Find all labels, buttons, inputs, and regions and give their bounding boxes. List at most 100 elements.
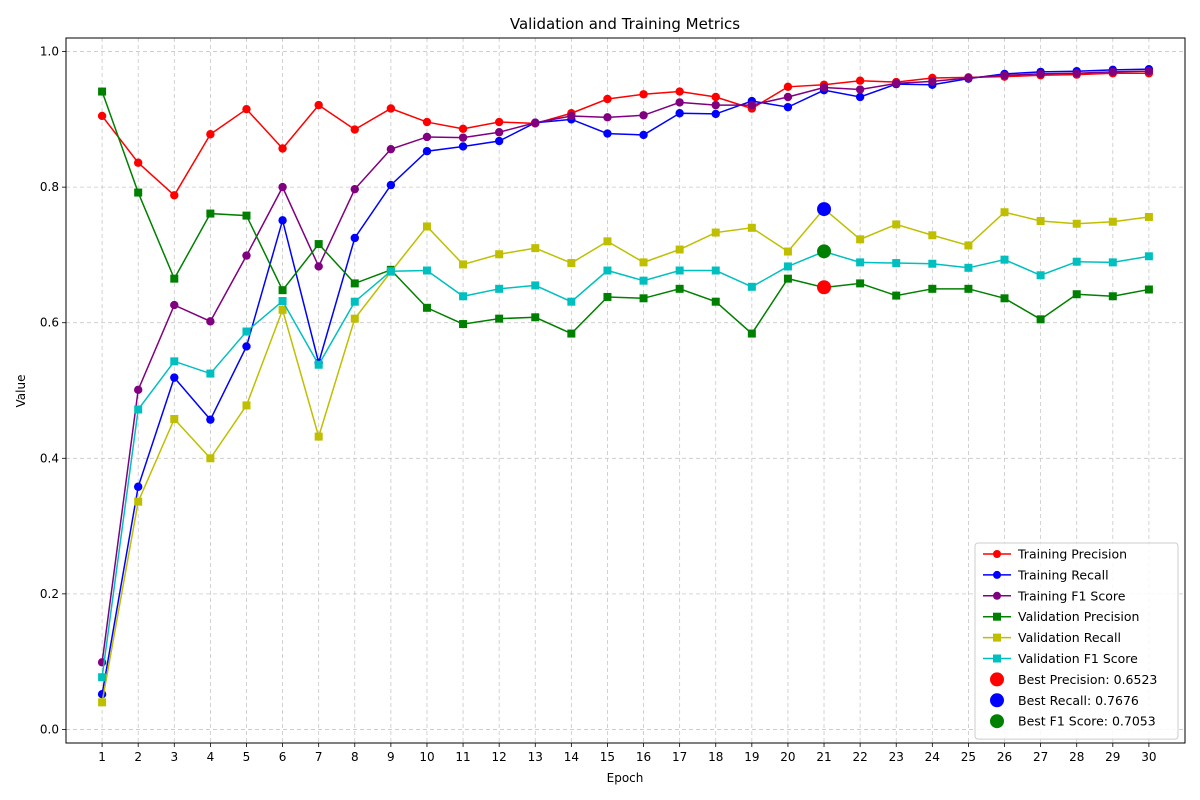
training-recall-point: [675, 109, 684, 118]
x-tick-label: 4: [207, 750, 215, 764]
validation-recall-point: [675, 245, 684, 254]
validation-f1-score-point: [675, 266, 684, 275]
axes: 1 2 3 4 5 6 7 8 9 10 11 12 13 14 15 16 17 18 19 20 21 22 23 24 2…: [40, 45, 1157, 764]
x-tick-label: 19: [744, 750, 759, 764]
legend-marker: [993, 570, 1001, 579]
validation-f1-score-point: [170, 357, 179, 366]
validation-recall-series: [98, 204, 1153, 707]
training-f1-score-point: [964, 73, 973, 83]
validation-precision-point: [350, 279, 359, 288]
validation-f1-score-point: [531, 281, 540, 290]
x-tick-label: 28: [1069, 750, 1084, 764]
validation-f1-score-point: [928, 259, 937, 268]
validation-f1-score-point: [242, 327, 251, 336]
validation-f1-score-point: [711, 266, 720, 275]
training-f1-score-point: [170, 300, 179, 310]
x-tick-label: 2: [134, 750, 142, 764]
x-tick-label: 21: [816, 750, 831, 764]
validation-recall-point: [170, 414, 179, 423]
validation-precision-point: [459, 320, 468, 329]
validation-precision-point: [170, 274, 179, 283]
training-recall-point: [711, 109, 720, 119]
training-recall-point: [386, 180, 396, 190]
validation-recall-line: [101, 207, 1150, 703]
training-precision-point: [206, 130, 215, 139]
training-recall-point: [422, 147, 432, 156]
validation-precision-point: [603, 292, 612, 301]
x-tick-label: 11: [455, 750, 470, 764]
validation-precision-point: [98, 87, 107, 96]
legend-label: Best Recall: 0.7676: [1018, 693, 1139, 708]
validation-f1-score-point: [1000, 255, 1009, 264]
validation-recall-point: [134, 497, 143, 506]
training-f1-score-point: [422, 132, 432, 142]
training-recall-point: [133, 482, 143, 491]
x-tick-label: 22: [852, 750, 867, 764]
training-f1-score-point: [603, 113, 612, 122]
validation-recall-point: [928, 231, 937, 240]
validation-f1-score-series: [98, 247, 1153, 682]
validation-f1-score-point: [856, 258, 865, 267]
validation-precision-point: [531, 313, 540, 322]
training-f1-score-point: [855, 85, 865, 94]
training-f1-score-point: [1144, 67, 1154, 76]
legend-marker: [993, 591, 1001, 600]
validation-recall-point: [856, 235, 865, 244]
validation-f1-score-point: [603, 266, 612, 275]
training-recall-point: [278, 216, 287, 225]
training-f1-score-point: [675, 98, 684, 107]
training-precision-point: [314, 100, 323, 110]
legend-marker: [990, 714, 1004, 729]
training-precision-point: [170, 191, 179, 200]
validation-precision-point: [928, 284, 937, 293]
legend: Training Precision Training Recall Trainin…: [974, 542, 1179, 740]
training-f1-score-line: [101, 70, 1149, 663]
legend-label: Training F1 Score: [1017, 588, 1126, 603]
x-tick-label: 5: [243, 750, 251, 764]
training-precision-point: [350, 125, 359, 134]
validation-precision-point: [242, 211, 251, 220]
validation-f1-score-point: [1144, 252, 1153, 261]
x-tick-label: 29: [1105, 750, 1120, 764]
validation-precision-point: [495, 314, 504, 323]
validation-recall-point: [206, 454, 215, 463]
x-tick-label: 25: [961, 750, 976, 764]
legend-label: Validation Precision: [1018, 609, 1139, 624]
x-tick-label: 16: [636, 750, 651, 764]
validation-f1-score-point: [892, 259, 901, 268]
validation-f1-score-point: [422, 266, 431, 275]
validation-precision-point: [422, 303, 431, 312]
validation-recall-point: [422, 222, 431, 231]
legend-entry: Training F1 Score: [983, 588, 1126, 603]
series-layer: [97, 64, 1154, 707]
validation-recall-point: [242, 401, 251, 410]
training-recall-point: [350, 233, 359, 243]
legend-entry: Best Recall: 0.7676: [990, 693, 1139, 708]
validation-precision-point: [711, 297, 720, 306]
validation-precision-point: [567, 329, 576, 338]
validation-precision-point: [1108, 292, 1117, 301]
x-tick-label: 26: [997, 750, 1012, 764]
y-tick-label: 0.0: [40, 722, 59, 736]
validation-f1-score-point: [495, 284, 504, 293]
validation-recall-point: [1108, 217, 1117, 226]
training-recall-point: [783, 102, 793, 112]
validation-recall-point: [1000, 208, 1009, 217]
training-f1-score-point: [1108, 67, 1118, 77]
legend-entry: Validation Recall: [983, 630, 1121, 645]
validation-precision-point: [1072, 290, 1081, 299]
training-recall-point: [855, 92, 865, 102]
legend-marker: [993, 633, 1001, 642]
training-precision-point: [458, 124, 468, 134]
validation-precision-point: [747, 329, 756, 338]
validation-precision-point: [314, 240, 323, 249]
y-tick-label: 1.0: [40, 45, 59, 59]
validation-f1-score-point: [350, 297, 359, 306]
validation-precision-point: [675, 284, 684, 293]
x-tick-label: 7: [315, 750, 323, 764]
legend-label: Validation F1 Score: [1018, 651, 1138, 666]
training-f1-score-point: [242, 251, 251, 260]
validation-f1-score-point: [314, 360, 323, 369]
y-tick-label: 0.4: [40, 451, 59, 465]
